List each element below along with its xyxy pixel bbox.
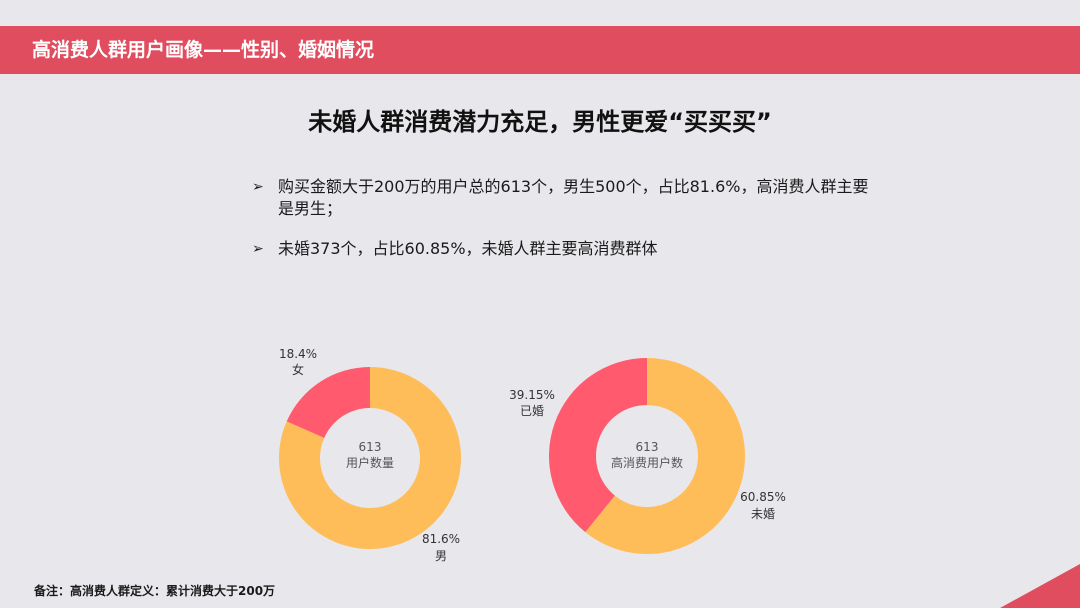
header-bar: 高消费人群用户画像——性别、婚姻情况 xyxy=(0,26,1080,74)
bullet-item-marriage: ➢ 未婚373个，占比60.85%，未婚人群主要高消费群体 xyxy=(252,238,892,260)
donut-slice xyxy=(279,367,461,549)
data-label-percent: 60.85% xyxy=(740,490,786,504)
bullet-text: 未婚373个，占比60.85%，未婚人群主要高消费群体 xyxy=(278,239,658,258)
donut-slice xyxy=(549,358,647,533)
donut-slice xyxy=(286,367,370,438)
data-label-category: 女 xyxy=(292,362,304,377)
bullet-text: 购买金额大于200万的用户总的613个，男生500个，占比81.6%，高消费人群… xyxy=(278,177,869,218)
donut-chart-gender: 613 用户数量 18.4% 女 81.6% 男 xyxy=(279,347,461,563)
center-label: 高消费用户数 xyxy=(611,455,683,470)
donut-slice xyxy=(585,358,746,554)
data-label-percent: 18.4% xyxy=(279,347,317,361)
donut-chart-marriage: 613 高消费用户数 39.15% 已婚 60.85% 未婚 xyxy=(509,358,786,554)
center-value: 613 xyxy=(636,440,659,454)
page-title: 高消费人群用户画像——性别、婚姻情况 xyxy=(32,39,375,61)
bullet-list: ➢ 购买金额大于200万的用户总的613个，男生500个，占比81.6%，高消费… xyxy=(252,176,892,278)
footnote: 备注：高消费人群定义：累计消费大于200万 xyxy=(34,584,276,598)
data-label-category: 未婚 xyxy=(751,507,775,521)
data-label-percent: 39.15% xyxy=(509,388,555,402)
data-label-category: 男 xyxy=(435,549,447,563)
data-label-category: 已婚 xyxy=(520,404,544,418)
center-label: 用户数量 xyxy=(346,455,394,470)
arrow-bullet-icon: ➢ xyxy=(252,179,264,195)
data-label-percent: 81.6% xyxy=(422,532,460,546)
arrow-bullet-icon: ➢ xyxy=(252,241,264,257)
corner-decoration xyxy=(1000,564,1080,608)
center-value: 613 xyxy=(359,440,382,454)
headline: 未婚人群消费潜力充足，男性更爱“买买买” xyxy=(308,108,772,136)
bullet-item-gender: ➢ 购买金额大于200万的用户总的613个，男生500个，占比81.6%，高消费… xyxy=(252,176,892,220)
